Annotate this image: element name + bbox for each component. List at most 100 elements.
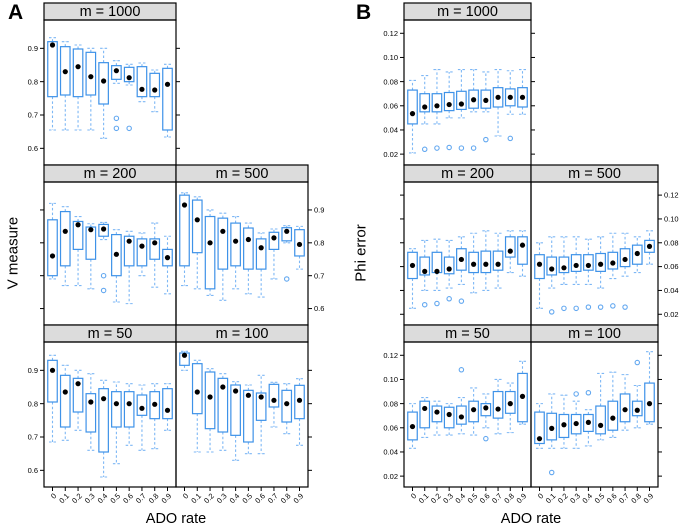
boxplot-box xyxy=(419,256,431,276)
boxplot-box xyxy=(85,226,97,260)
median-dot xyxy=(233,388,239,394)
x-tick-label: 0.1 xyxy=(189,491,203,505)
outlier-point xyxy=(561,305,567,312)
boxplot-box xyxy=(59,210,71,267)
median-dot xyxy=(507,401,513,407)
strip-title: m = 1000 xyxy=(437,4,498,20)
boxplot-box xyxy=(123,235,135,267)
median-dot xyxy=(483,405,489,411)
boxplot-box xyxy=(47,41,58,98)
median-dot xyxy=(207,394,213,400)
x-tick-label: 0.7 xyxy=(134,491,148,505)
median-dot xyxy=(422,104,428,110)
median-dot xyxy=(622,407,628,413)
panel-a-label: A xyxy=(8,1,24,24)
boxplot-box xyxy=(72,377,84,413)
y-tick-label: 0.04 xyxy=(383,126,398,135)
median-dot xyxy=(536,436,543,442)
outlier-point xyxy=(470,145,477,151)
outlier-point xyxy=(573,391,579,397)
strip-title: m = 200 xyxy=(84,166,137,182)
outlier-point xyxy=(434,300,440,307)
boxplot-box xyxy=(85,393,97,433)
boxplot-box xyxy=(268,231,280,250)
median-dot xyxy=(549,266,555,272)
panel-b-label: B xyxy=(356,1,372,24)
x-tick-label: 0.9 xyxy=(642,491,656,505)
boxplot-box xyxy=(162,67,173,131)
y-tick-label: 0.08 xyxy=(383,77,398,86)
outlier-point xyxy=(585,304,592,310)
median-dot xyxy=(585,262,591,269)
median-dot xyxy=(152,87,158,93)
y-axis-title-phi-error: Phi error xyxy=(352,224,370,282)
median-dot xyxy=(409,111,416,117)
median-dot xyxy=(220,384,226,390)
y-tick-label: 0.7 xyxy=(314,271,324,280)
x-tick-label: 0.5 xyxy=(240,491,254,505)
median-dot xyxy=(409,262,416,269)
x-tick-label: 0.4 xyxy=(96,491,110,505)
median-dot xyxy=(483,97,489,103)
y-tick-label: 0.9 xyxy=(28,44,38,53)
median-dot xyxy=(126,401,132,407)
median-dot xyxy=(75,64,81,70)
outlier-point xyxy=(622,304,628,310)
y-tick-label: 0.06 xyxy=(664,262,679,271)
median-dot xyxy=(101,78,107,84)
panel-frame xyxy=(175,341,309,488)
boxplot-box xyxy=(111,391,122,428)
y-tick-label: 0.10 xyxy=(664,215,679,224)
median-dot xyxy=(585,419,591,425)
y-tick-label: 0.6 xyxy=(28,144,38,153)
boxplot-box xyxy=(255,392,267,421)
boxplot-box xyxy=(504,236,516,258)
y-tick-label: 0.08 xyxy=(383,399,398,408)
y-tick-label: 0.12 xyxy=(383,351,398,360)
y-tick-label: 0.6 xyxy=(28,466,38,475)
boxplot-box xyxy=(268,383,280,408)
boxplot-box xyxy=(517,236,528,265)
median-dot xyxy=(164,255,171,261)
median-dot xyxy=(126,238,132,244)
median-dot xyxy=(296,397,303,403)
y-tick-label: 0.9 xyxy=(314,206,324,215)
boxplot-box xyxy=(534,411,545,445)
y-tick-label: 0.06 xyxy=(383,101,398,110)
outlier-point xyxy=(100,287,107,294)
median-dot xyxy=(573,262,579,269)
x-axis-title-a: ADO rate xyxy=(145,511,207,527)
median-dot xyxy=(245,236,251,243)
median-dot xyxy=(519,94,526,100)
median-dot xyxy=(458,256,464,263)
y-tick-label: 0.10 xyxy=(383,375,398,384)
boxplot-box xyxy=(47,219,58,277)
boxplot-box xyxy=(492,390,504,419)
outlier-point xyxy=(610,303,616,309)
boxplot-box xyxy=(191,363,203,415)
median-dot xyxy=(458,101,464,107)
median-dot xyxy=(113,251,119,257)
boxplot-box xyxy=(72,220,84,250)
x-tick-label: 0.9 xyxy=(292,491,306,505)
y-tick-label: 0.06 xyxy=(383,423,398,432)
outlier-point xyxy=(573,305,579,312)
median-dot xyxy=(88,399,94,405)
median-dot xyxy=(62,389,68,395)
boxplot-box xyxy=(583,254,594,271)
median-dot xyxy=(88,227,94,233)
x-tick-label: 0.8 xyxy=(279,491,293,505)
x-tick-label: 0.8 xyxy=(147,491,161,505)
median-dot xyxy=(139,405,145,411)
outlier-point xyxy=(113,125,120,132)
boxplot-box xyxy=(443,406,455,429)
x-tick-label: 0.3 xyxy=(83,491,97,505)
median-dot xyxy=(139,243,145,249)
outlier-point xyxy=(585,389,592,396)
boxplot-box xyxy=(204,215,216,290)
median-dot xyxy=(507,248,513,254)
median-dot xyxy=(194,217,200,223)
outlier-point xyxy=(634,359,641,366)
boxplot-box xyxy=(123,66,135,83)
